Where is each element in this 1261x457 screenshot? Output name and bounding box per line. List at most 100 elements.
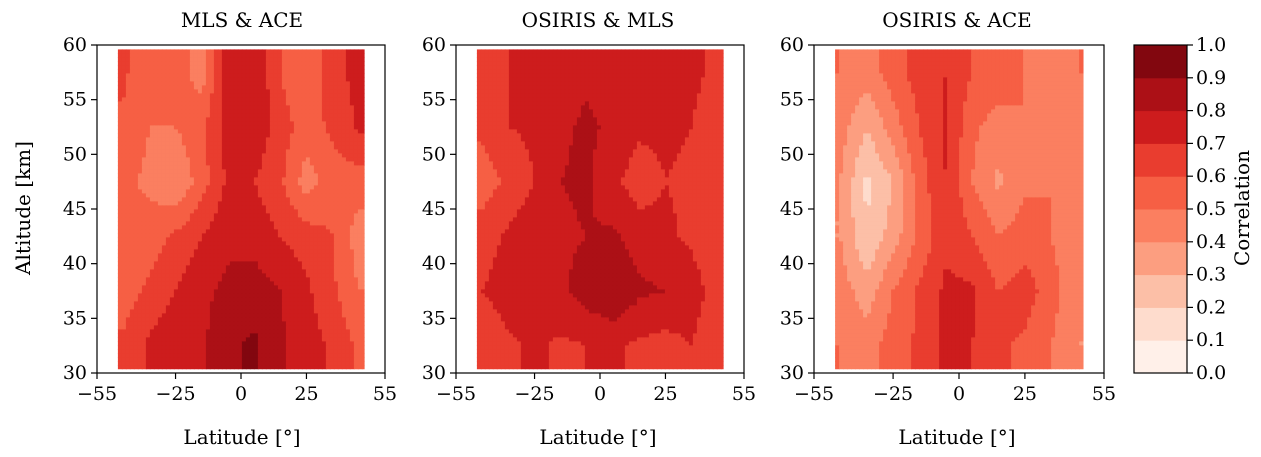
contour-cell [234,341,239,346]
contour-cell [206,221,211,226]
contour-cell [290,169,295,174]
contour-cell [278,293,283,298]
contour-cell [282,285,287,290]
contour-cell [178,361,183,366]
contour-cell [118,177,123,182]
contour-cell [350,229,355,234]
contour-cell [330,49,335,54]
contour-cell [262,117,267,122]
contour-cell [130,277,135,282]
contour-cell [238,177,243,182]
contour-cell [226,229,231,234]
contour-cell [118,201,123,206]
contour-cell [314,261,319,266]
contour-cell [306,317,311,322]
contour-cell [250,237,255,242]
contour-cell [150,137,155,142]
contour-cell [238,353,243,358]
contour-cell [298,345,303,350]
contour-cell [322,161,327,166]
contour-cell [306,309,311,314]
contour-cell [214,117,219,122]
contour-cell [354,145,359,150]
contour-cell [342,245,347,250]
contour-cell [238,101,243,106]
contour-cell [174,97,179,102]
contour-cell [306,217,311,222]
contour-cell [322,309,327,314]
contour-cell [178,161,183,166]
contour-cell [202,165,207,170]
contour-cell [298,273,303,278]
contour-cell [142,105,147,110]
contour-cell [170,233,175,238]
contour-cell [282,173,287,178]
contour-cell [278,297,283,302]
contour-cell [278,89,283,94]
contour-cell [206,281,211,286]
contour-cell [290,253,295,258]
contour-cell [242,201,247,206]
contour-cell [154,209,159,214]
contour-cell [354,173,359,178]
contour-cell [178,117,183,122]
contour-cell [226,65,231,70]
contour-cell [334,73,339,78]
contour-cell [194,205,199,210]
contour-cell [290,313,295,318]
contour-cell [218,265,223,270]
contour-cell [242,265,247,270]
contour-cell [150,117,155,122]
contour-cell [346,333,351,338]
contour-cell [118,141,123,146]
contour-cell [186,149,191,154]
contour-cell [266,285,271,290]
contour-cell [262,209,267,214]
contour-cell [334,145,339,150]
contour-cell [158,213,163,218]
contour-cell [314,181,319,186]
contour-cell [142,85,147,90]
contour-cell [210,141,215,146]
contour-cell [206,201,211,206]
contour-cell [206,165,211,170]
contour-cell [286,205,291,210]
contour-cell [142,349,147,354]
contour-cell [302,305,307,310]
contour-cell [310,301,315,306]
contour-cell [142,357,147,362]
contour-cell [358,97,363,102]
contour-cell [154,69,159,74]
contour-cell [282,193,287,198]
contour-cell [322,213,327,218]
contour-cell [290,145,295,150]
contour-cell [302,85,307,90]
contour-cell [230,65,235,70]
contour-cell [362,77,365,82]
contour-cell [198,129,203,134]
contour-cell [330,161,335,166]
contour-cell [226,321,231,326]
contour-cell [230,313,235,318]
contour-cell [306,357,311,362]
contour-cell [194,249,199,254]
contour-cell [322,125,327,130]
contour-cell [134,341,139,346]
contour-cell [178,297,183,302]
contour-cell [254,101,259,106]
contour-cell [146,237,151,242]
contour-cell [362,189,365,194]
contour-cell [330,205,335,210]
contour-cell [290,121,295,126]
contour-cell [198,301,203,306]
contour-cell [334,277,339,282]
contour-cell [122,137,127,142]
contour-cell [314,269,319,274]
contour-cell [282,345,287,350]
contour-cell [342,197,347,202]
contour-cell [134,173,139,178]
contour-cell [210,93,215,98]
contour-cell [206,129,211,134]
contour-cell [166,173,171,178]
